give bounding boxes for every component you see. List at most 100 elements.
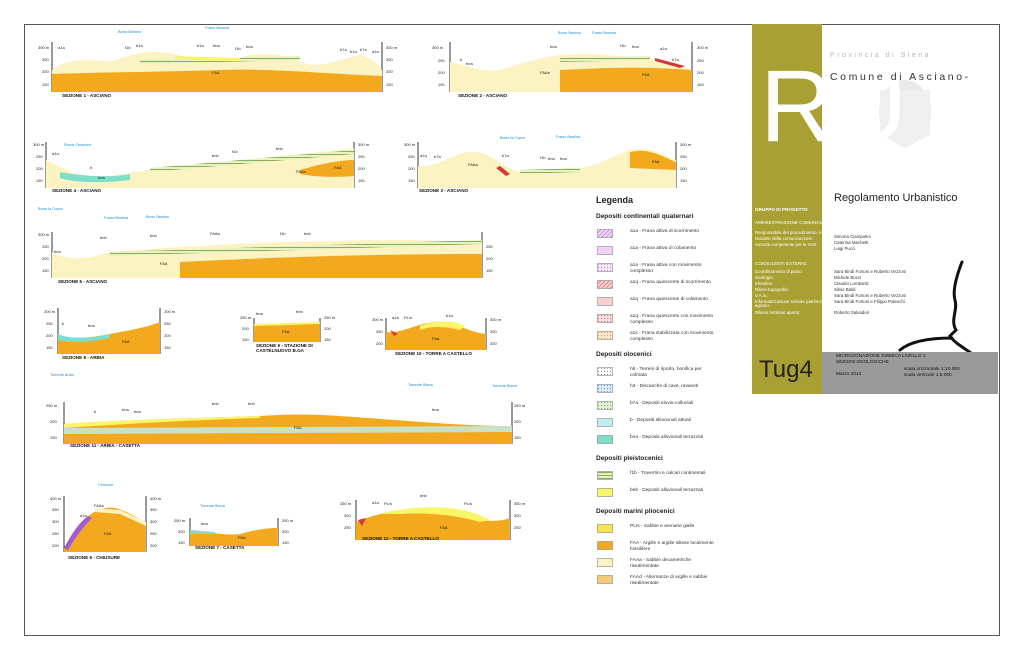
role-label: Responsabile del procedimento, e progett… (755, 230, 846, 235)
section-10-label: a1a (392, 315, 399, 320)
section-11-label: Torrente Biana (408, 383, 433, 387)
gruppo-label: GRUPPO DI PROGETTO (755, 207, 808, 212)
scale-label: 250 m (282, 518, 294, 523)
scale-label: 200 (42, 69, 49, 74)
scale-label: 250 (386, 57, 393, 62)
section-11-label: Torrente Biana (492, 384, 517, 388)
legend-swatch (597, 331, 613, 340)
scale-label: 300 (52, 519, 59, 524)
legend-item: h3 - Discariche di cave, ravaneti (597, 384, 717, 400)
legend-swatch (597, 384, 613, 393)
section-9-label: bnb (296, 309, 303, 314)
section-3-label: FAAa (468, 162, 478, 167)
section-10-label: FAA (432, 336, 440, 341)
legend-swatch (597, 401, 613, 410)
role-name: Caterina Machetti (834, 240, 869, 245)
scale-label: 300 m (372, 317, 384, 322)
section-1-label: Borro Bestino (118, 30, 142, 34)
section-1-label: bna (213, 43, 220, 48)
scale-label: 200 m (164, 309, 176, 314)
role-label: Autorità competente per la VAS: (755, 242, 818, 247)
legend-swatch (597, 280, 613, 289)
scale-label: 150 (486, 268, 493, 273)
tavola-info-box (822, 352, 998, 394)
section-1-label: b1a (350, 49, 357, 54)
scale-label: 200 (46, 333, 53, 338)
legend-item: a1q - Frana quiescente con movimento com… (597, 314, 717, 330)
section-12-drawing (355, 500, 511, 540)
legend-item: b - Depositi alluvionali attuali (597, 418, 717, 434)
scale-label: 200 (42, 256, 49, 261)
scale-label: 400 m (50, 496, 62, 501)
section-4-label: bnb (276, 146, 283, 151)
section-11-label: bnb (248, 401, 255, 406)
section-2-label: FAA (642, 72, 650, 77)
scale-label: 250 (697, 58, 704, 63)
scale-label: 250 (42, 57, 49, 62)
scale-label: 300 (344, 513, 351, 518)
section-10-title: SEZIONE 10 - TORRE A CASTELLO (395, 351, 472, 356)
section-10-label: PL/s (404, 315, 413, 320)
legend-item: a1a - Frana attiva di colamento (597, 246, 717, 262)
section-5-title: SEZIONE 5 - ASCIANO (58, 279, 108, 284)
section-10-label: b1a (446, 313, 453, 318)
legend-item: bna - Depositi alluvionali terrazzati (597, 435, 717, 451)
section-6-label: FAA (104, 531, 112, 536)
scale-label: 300 m (38, 45, 50, 50)
section-3-title: SEZIONE 3 - ASCIANO (419, 188, 469, 193)
scale-label: 250 m (174, 518, 186, 523)
section-8-title: SEZIONE 8 - ARBIA (62, 355, 105, 360)
consultant-name: Sara Bindi Fortoni e Roberto Vezzosi (834, 293, 906, 298)
scale-label: 300 (514, 513, 521, 518)
section-7-label: Torrente Biana (200, 504, 225, 508)
section-7-label: FAA (238, 535, 246, 540)
section-2-label: b (460, 57, 463, 62)
scale-label: 150 (680, 178, 687, 183)
section-5-label: Fosso Bestina (104, 216, 129, 220)
section-7-title: SEZIONE 7 - CASETTA (195, 545, 245, 550)
scale-label: 150 (282, 540, 289, 545)
legend-item-label: a1q - Frana quiescente con movimento com… (630, 314, 714, 325)
legend-item-label: bnb - Depositi alluvionali terrazzati (630, 488, 704, 493)
scale-label: 250 (486, 244, 493, 249)
scale-label: 200 (697, 70, 704, 75)
section-11-label: bnb (212, 401, 219, 406)
regolamento-title: Regolamento Urbanistico (834, 192, 958, 204)
consultant-name: Roberto Salvadori (834, 310, 870, 315)
scale-label: 200 (242, 326, 249, 331)
title-block-band (752, 24, 822, 394)
section-5-label: bna (54, 249, 61, 254)
scale-label: 300 m (404, 142, 416, 147)
consultant-name: Claudio Lombardi (834, 281, 869, 286)
scale-label: 250 m (514, 403, 526, 408)
legend-item-label: a1a - Frana attiva di colamento (630, 246, 697, 251)
section-4-title: SEZIONE 4 - ASCIANO (52, 188, 102, 193)
legend-item: a1a - Frana attiva con movimento comples… (597, 263, 717, 279)
legend-item-label: h3 - Discariche di cave, ravaneti (630, 384, 699, 389)
section-8-label: b (62, 321, 65, 326)
section-11-drawing (63, 402, 513, 444)
section-2-drawing (449, 42, 693, 92)
legend-group-title: Depositi pleistocenici (596, 455, 663, 462)
scale-label: 400 m (150, 496, 162, 501)
scale-label: 150 (438, 82, 445, 87)
section-11-label: bna (122, 407, 129, 412)
section-9-drawing (253, 318, 321, 342)
section-3-label: f1b (540, 155, 546, 160)
section-1-label: FAA (212, 70, 220, 75)
scale-label: 200 (164, 333, 171, 338)
scale-label: 200 (358, 166, 365, 171)
consultant-role: Coordinamento di piano: (755, 269, 803, 274)
scale-label: 250 (36, 154, 43, 159)
legend-item-label: b7a - Depositi eluvio-colluviali (630, 401, 694, 406)
scale-label: 300 (150, 519, 157, 524)
consultant-role: V.A.S.: (755, 293, 769, 298)
legend-item: a1s - Frana stabilizzata con movimento c… (597, 331, 717, 347)
section-12-label: bnb (420, 493, 427, 498)
legend-item-label: a1q - Frana quiescente di colamento (630, 297, 708, 302)
legend-swatch (597, 418, 613, 427)
legend-swatch (597, 471, 613, 480)
section-1-label: f1b (125, 45, 131, 50)
legend-item-label: FAAa - Sabbie decametriche risedimentate (630, 558, 692, 569)
comune-emblem (879, 80, 931, 148)
